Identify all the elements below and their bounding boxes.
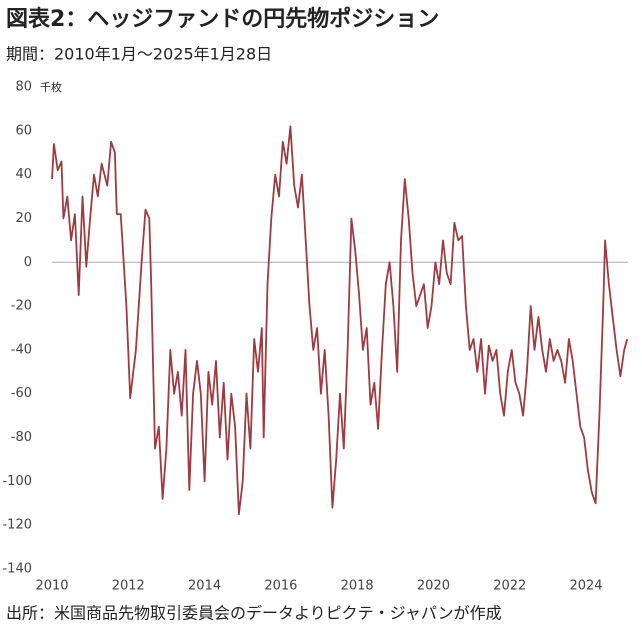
y-tick-label: -60 bbox=[11, 386, 32, 401]
chart-title: 図表2：ヘッジファンドの円先物ポジション bbox=[6, 6, 439, 32]
chart-subtitle: 期間：2010年1月～2025年1月28日 bbox=[6, 45, 272, 64]
x-tick-label: 2020 bbox=[417, 579, 450, 594]
y-tick-label: -20 bbox=[11, 299, 32, 314]
x-tick-label: 2022 bbox=[493, 579, 526, 594]
y-unit: 千枚 bbox=[40, 80, 62, 94]
y-tick-label: -140 bbox=[2, 562, 32, 577]
y-tick-label: 60 bbox=[15, 123, 32, 138]
source-note: 出所：米国商品先物取引委員会のデータよりピクテ・ジャパンが作成 bbox=[6, 604, 502, 623]
x-tick-label: 2014 bbox=[188, 579, 221, 594]
y-tick-label: -100 bbox=[2, 474, 32, 489]
y-tick-label: -80 bbox=[11, 430, 32, 445]
data-line bbox=[51, 125, 629, 516]
x-tick-label: 2024 bbox=[569, 579, 602, 594]
y-tick-label: -40 bbox=[11, 342, 32, 357]
y-tick-label: 20 bbox=[15, 211, 32, 226]
x-tick-label: 2016 bbox=[264, 579, 297, 594]
y-tick-label: -120 bbox=[2, 518, 32, 533]
x-tick-label: 2012 bbox=[112, 579, 145, 594]
x-tick-label: 2018 bbox=[341, 579, 374, 594]
y-tick-label: 80 bbox=[15, 80, 32, 95]
x-tick-label: 2010 bbox=[35, 579, 68, 594]
y-tick-label: 0 bbox=[24, 255, 32, 270]
y-tick-label: 40 bbox=[15, 167, 32, 182]
